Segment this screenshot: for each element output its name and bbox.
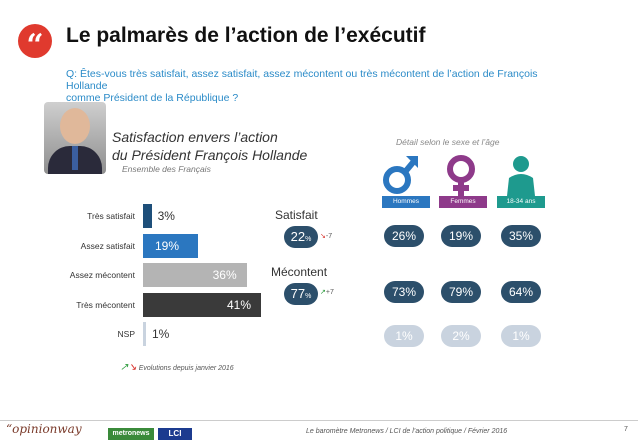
value-label-tres-mecontent: 41% — [227, 297, 252, 312]
femmes-satisfait: 19% — [441, 225, 481, 247]
evolution-legend-text: Evolutions depuis janvier 2016 — [138, 365, 234, 372]
section-subtitle: Ensemble des Français — [122, 164, 211, 174]
arrow-down-icon: ↘ — [128, 362, 137, 373]
mecontent-total: 77% — [284, 283, 318, 305]
satisfait-evolution-value: -7 — [325, 233, 333, 240]
satisfait-evolution: ↘-7 — [320, 232, 332, 240]
femmes-mecontent: 79% — [441, 281, 481, 303]
section-title-line-1: Satisfaction envers l’action — [112, 129, 278, 145]
hommes-satisfait: 26% — [384, 225, 424, 247]
value-label-nsp: 1% — [152, 327, 170, 341]
category-label-assez-mecontent: Assez mécontent — [69, 270, 135, 280]
satisfait-total-unit: % — [305, 236, 312, 243]
mecontent-label: Mécontent — [271, 265, 328, 279]
survey-question: Q: Êtes-vous très satisfait, assez satis… — [66, 68, 566, 104]
category-label-tres-satisfait: Très satisfait — [87, 211, 135, 221]
satisfait-label: Satisfait — [275, 208, 318, 222]
mecontent-evolution-value: +7 — [325, 289, 334, 296]
lci-logo: LCI — [158, 428, 192, 440]
femmes-nsp: 2% — [441, 325, 481, 347]
quote-icon: “ — [18, 24, 52, 63]
hommes-mecontent: 73% — [384, 281, 424, 303]
female-symbol-icon — [443, 154, 479, 220]
arrow-down-icon: ↘ — [320, 233, 326, 240]
question-line-2: comme Président de la République ? — [66, 92, 239, 104]
male-symbol-icon — [382, 154, 418, 220]
section-title-line-2: du Président François Hollande — [112, 147, 308, 163]
bar-assez-mecontent — [143, 263, 247, 287]
col-label-18-34: 18-34 ans — [497, 196, 545, 208]
metronews-logo: metronews — [108, 428, 154, 440]
evolution-legend: ↗↘ Evolutions depuis janvier 2016 — [120, 362, 234, 373]
page-title: Le palmarès de l’action de l’exécutif — [66, 24, 426, 47]
section-title: Satisfaction envers l’action du Présiden… — [112, 128, 312, 164]
hommes-nsp: 1% — [384, 325, 424, 347]
value-label-assez-satisfait: 19% — [155, 238, 180, 253]
mecontent-total-unit: % — [305, 293, 312, 300]
value-label-assez-mecontent: 36% — [212, 268, 237, 282]
opinionway-logo: “opinionway — [6, 422, 82, 436]
arrow-up-icon: ↗ — [320, 289, 326, 296]
jeunes-satisfait: 35% — [501, 225, 541, 247]
bar-assez-satisfait — [143, 233, 198, 258]
col-label-hommes: Hommes — [382, 196, 430, 208]
bar-tres-mecontent — [143, 292, 261, 317]
question-line-1: Q: Êtes-vous très satisfait, assez satis… — [66, 68, 538, 92]
person-icon — [503, 154, 539, 220]
bar-nsp — [143, 322, 146, 346]
page-number: 7 — [624, 426, 628, 433]
jeunes-mecontent: 64% — [501, 281, 541, 303]
footer-divider — [0, 420, 638, 421]
portrait-head — [60, 108, 90, 144]
detail-title: Détail selon le sexe et l’âge — [396, 137, 500, 147]
category-label-nsp: NSP — [117, 329, 135, 339]
arrow-up-icon: ↗ — [120, 362, 129, 373]
satisfait-total: 22% — [284, 226, 318, 248]
jeunes-nsp: 1% — [501, 325, 541, 347]
col-label-femmes: Femmes — [439, 196, 487, 208]
category-label-tres-mecontent: Très mécontent — [76, 299, 135, 310]
mecontent-evolution: ↗+7 — [320, 288, 334, 296]
president-portrait — [44, 102, 106, 174]
category-label-assez-satisfait: Assez satisfait — [80, 240, 135, 251]
bar-tres-satisfait — [143, 204, 152, 228]
portrait-tie — [72, 146, 78, 170]
satisfait-total-value: 22 — [290, 229, 306, 244]
value-label-tres-satisfait: 3% — [157, 209, 175, 223]
footer-text: Le baromètre Metronews / LCI de l’action… — [306, 428, 508, 435]
mecontent-total-value: 77 — [290, 286, 306, 301]
